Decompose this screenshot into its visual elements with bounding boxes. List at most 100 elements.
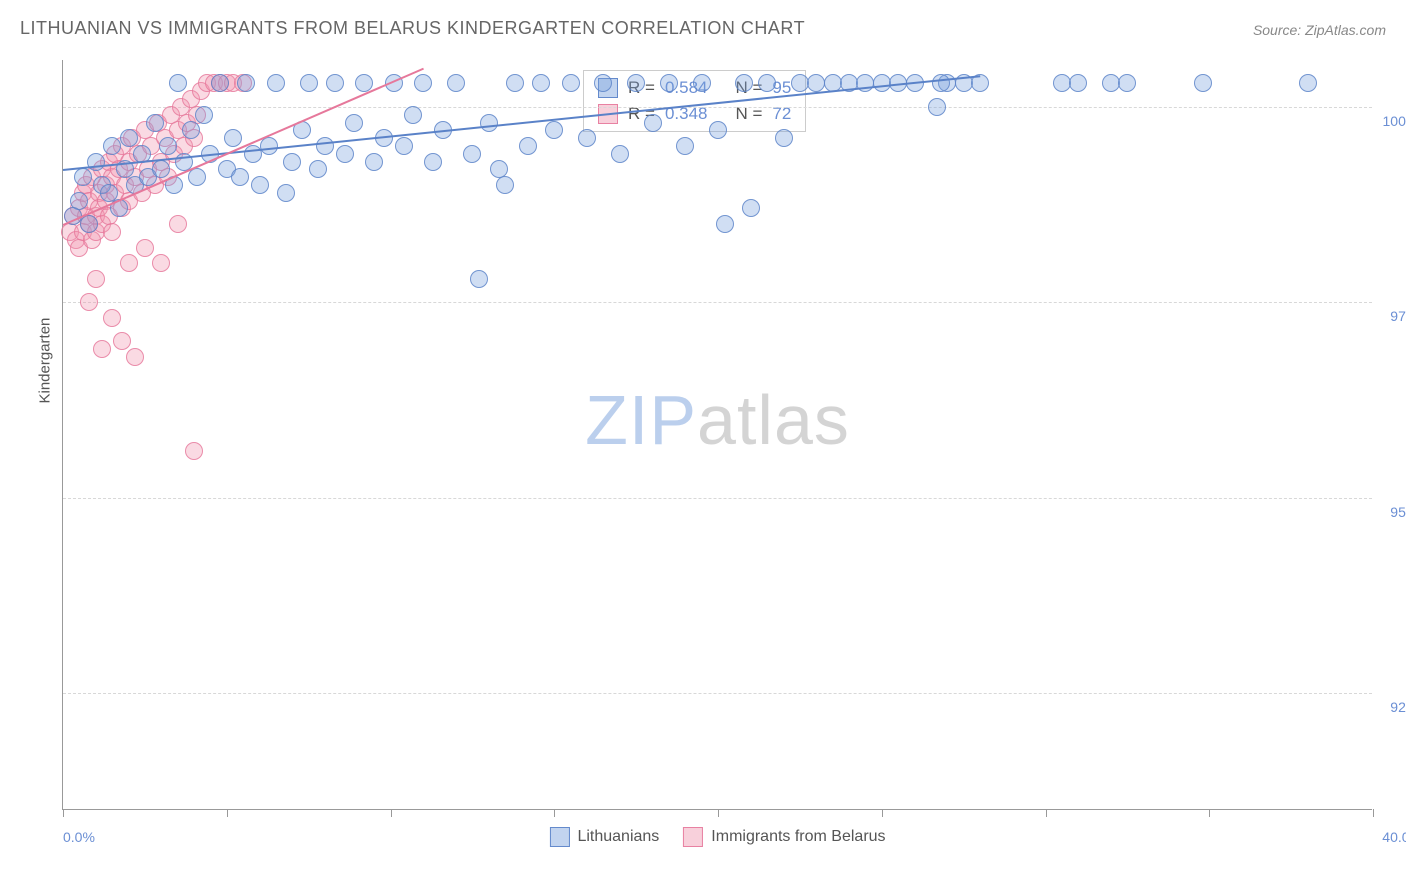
scatter-point [182, 121, 200, 139]
scatter-point [932, 74, 950, 92]
scatter-point [365, 153, 383, 171]
scatter-point [414, 74, 432, 92]
x-tick [227, 809, 228, 817]
scatter-point [644, 114, 662, 132]
legend-swatch [549, 827, 569, 847]
x-tick [1209, 809, 1210, 817]
x-axis-max-label: 40.0% [1382, 829, 1406, 845]
scatter-point [345, 114, 363, 132]
scatter-point [231, 168, 249, 186]
scatter-point [1118, 74, 1136, 92]
scatter-point [693, 74, 711, 92]
x-tick [1373, 809, 1374, 817]
watermark-zip: ZIP [585, 381, 697, 459]
y-tick-label: 100.0% [1383, 113, 1406, 129]
scatter-point [237, 74, 255, 92]
legend-label: Immigrants from Belarus [711, 828, 885, 846]
scatter-point [126, 348, 144, 366]
scatter-point [519, 137, 537, 155]
scatter-point [447, 74, 465, 92]
scatter-point [283, 153, 301, 171]
scatter-point [188, 168, 206, 186]
watermark-logo: ZIPatlas [585, 380, 850, 460]
y-tick-label: 92.5% [1390, 699, 1406, 715]
scatter-point [470, 270, 488, 288]
x-tick [391, 809, 392, 817]
scatter-point [267, 74, 285, 92]
chart-title: LITHUANIAN VS IMMIGRANTS FROM BELARUS KI… [20, 18, 1386, 39]
scatter-point [211, 74, 229, 92]
scatter-point [594, 74, 612, 92]
scatter-point [791, 74, 809, 92]
source-attribution: Source: ZipAtlas.com [1253, 22, 1386, 38]
scatter-point [309, 160, 327, 178]
scatter-point [136, 239, 154, 257]
watermark-atlas: atlas [697, 381, 850, 459]
scatter-point [532, 74, 550, 92]
scatter-point [775, 129, 793, 147]
scatter-point [277, 184, 295, 202]
gridline-h [63, 693, 1372, 694]
x-tick [63, 809, 64, 817]
x-tick [554, 809, 555, 817]
scatter-point [1069, 74, 1087, 92]
scatter-point [709, 121, 727, 139]
scatter-point [146, 114, 164, 132]
scatter-point [152, 254, 170, 272]
scatter-point [300, 74, 318, 92]
scatter-point [113, 332, 131, 350]
scatter-point [185, 442, 203, 460]
chart-container: LITHUANIAN VS IMMIGRANTS FROM BELARUS KI… [20, 18, 1386, 874]
scatter-point [395, 137, 413, 155]
scatter-point [545, 121, 563, 139]
series-legend: Lithuanians Immigrants from Belarus [549, 827, 885, 847]
scatter-point [80, 215, 98, 233]
scatter-point [103, 137, 121, 155]
gridline-h [63, 302, 1372, 303]
scatter-point [578, 129, 596, 147]
scatter-point [326, 74, 344, 92]
scatter-point [70, 192, 88, 210]
scatter-point [676, 137, 694, 155]
y-tick-label: 97.5% [1390, 308, 1406, 324]
plot-area: Kindergarten ZIPatlas R =0.584N =95R =0.… [62, 60, 1372, 810]
scatter-point [251, 176, 269, 194]
gridline-h [63, 498, 1372, 499]
scatter-point [758, 74, 776, 92]
legend-label: Lithuanians [577, 828, 659, 846]
scatter-point [627, 74, 645, 92]
scatter-point [742, 199, 760, 217]
scatter-point [480, 114, 498, 132]
scatter-point [424, 153, 442, 171]
y-tick-label: 95.0% [1390, 504, 1406, 520]
scatter-point [152, 160, 170, 178]
scatter-point [316, 137, 334, 155]
scatter-point [244, 145, 262, 163]
scatter-point [87, 270, 105, 288]
series-legend-item: Lithuanians [549, 827, 659, 847]
scatter-point [1053, 74, 1071, 92]
x-axis-min-label: 0.0% [63, 829, 95, 845]
scatter-point [195, 106, 213, 124]
scatter-point [103, 309, 121, 327]
scatter-point [506, 74, 524, 92]
scatter-point [80, 293, 98, 311]
scatter-point [120, 254, 138, 272]
scatter-point [169, 74, 187, 92]
scatter-point [1194, 74, 1212, 92]
scatter-point [169, 215, 187, 233]
scatter-point [336, 145, 354, 163]
scatter-point [1102, 74, 1120, 92]
scatter-point [611, 145, 629, 163]
x-tick [882, 809, 883, 817]
scatter-point [404, 106, 422, 124]
scatter-point [856, 74, 874, 92]
scatter-point [660, 74, 678, 92]
scatter-point [74, 168, 92, 186]
scatter-point [463, 145, 481, 163]
scatter-point [224, 129, 242, 147]
scatter-point [496, 176, 514, 194]
scatter-point [716, 215, 734, 233]
x-tick [718, 809, 719, 817]
scatter-point [807, 74, 825, 92]
